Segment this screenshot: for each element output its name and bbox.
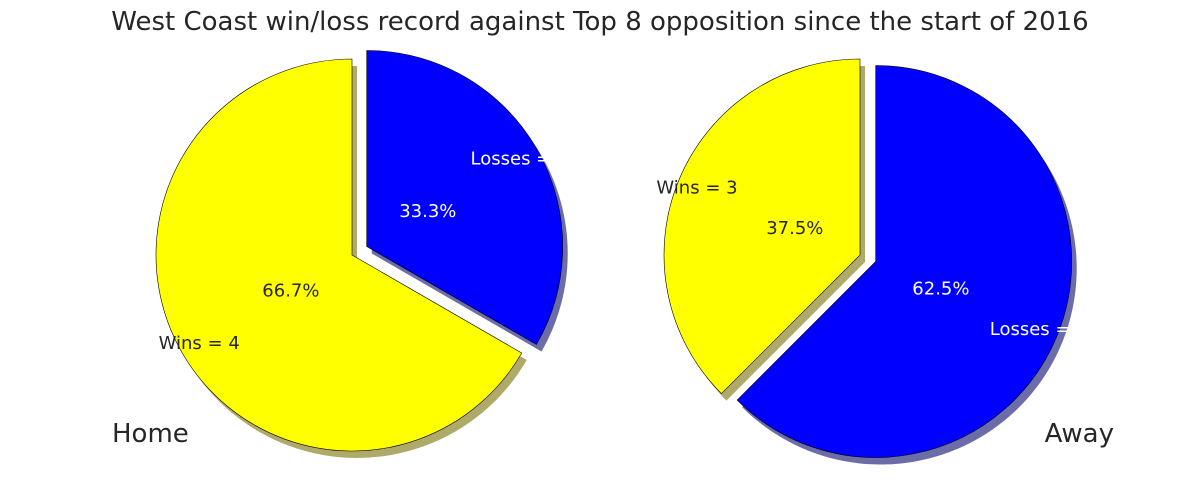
home-label: Home <box>112 419 189 449</box>
slice-percent-label: 37.5% <box>766 218 823 239</box>
pie-slice-losses <box>366 50 564 345</box>
slice-label: Wins = 3 <box>656 178 737 199</box>
slice-percent-label: 33.3% <box>399 201 456 222</box>
pie-slice-wins <box>663 58 861 395</box>
slice-label: Losses = 2 <box>471 148 569 169</box>
pie-slice-wins <box>155 58 523 452</box>
slice-label: Wins = 4 <box>159 333 240 354</box>
pie-slice-losses <box>736 65 1072 458</box>
pie-away: Losses = 5 62.5% Wins = 3 37.5% <box>656 58 1088 465</box>
slice-percent-label: 62.5% <box>912 279 969 300</box>
away-label: Away <box>1045 419 1114 449</box>
slice-percent-label: 66.7% <box>262 280 319 301</box>
pie-home: Losses = 2 33.3% Wins = 4 66.7% <box>155 50 569 458</box>
slice-label: Losses = 5 <box>990 319 1088 340</box>
chart-title: West Coast win/loss record against Top 8… <box>111 7 1088 37</box>
